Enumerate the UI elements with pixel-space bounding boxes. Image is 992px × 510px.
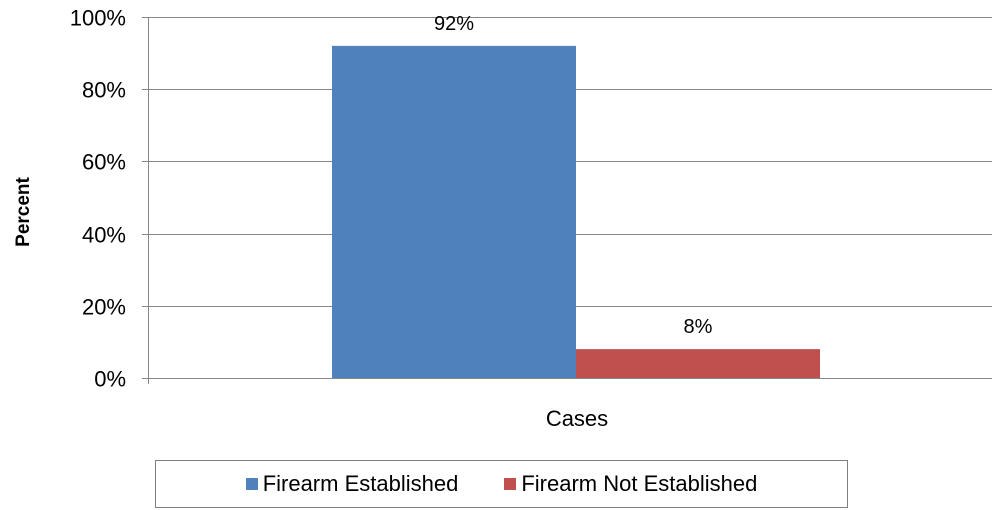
- legend: Firearm Established Firearm Not Establis…: [155, 460, 848, 508]
- legend-item-firearm-not-established: Firearm Not Established: [504, 471, 757, 497]
- y-tick-label: 0%: [94, 367, 126, 392]
- bar-firearm-established: [332, 45, 576, 378]
- y-axis-ticks: 0% 20% 40% 60% 80% 100%: [70, 6, 148, 392]
- data-labels: 92% 8%: [434, 13, 713, 338]
- y-tick-label: 60%: [82, 150, 126, 175]
- x-category-label: Cases: [546, 406, 608, 431]
- legend-swatch-not-established: [504, 478, 517, 490]
- bar-chart: 0% 20% 40% 60% 80% 100% 92% 8% Cases Percent: [13, 6, 992, 431]
- bar-firearm-not-established: [576, 349, 820, 378]
- data-label-firearm-not-established: 8%: [684, 316, 713, 338]
- y-tick-label: 80%: [82, 78, 126, 103]
- axes: [148, 17, 992, 384]
- legend-label-not-established: Firearm Not Established: [521, 471, 758, 496]
- y-tick-label: 40%: [82, 223, 126, 248]
- legend-item-firearm-established: Firearm Established: [245, 471, 459, 497]
- y-tick-label: 100%: [70, 6, 126, 31]
- y-tick-label: 20%: [82, 295, 126, 320]
- y-axis-title: Percent: [13, 176, 34, 246]
- data-label-firearm-established: 92%: [434, 13, 474, 35]
- legend-label-established: Firearm Established: [262, 471, 459, 496]
- legend-swatch-established: [245, 478, 258, 490]
- bars: [332, 45, 820, 378]
